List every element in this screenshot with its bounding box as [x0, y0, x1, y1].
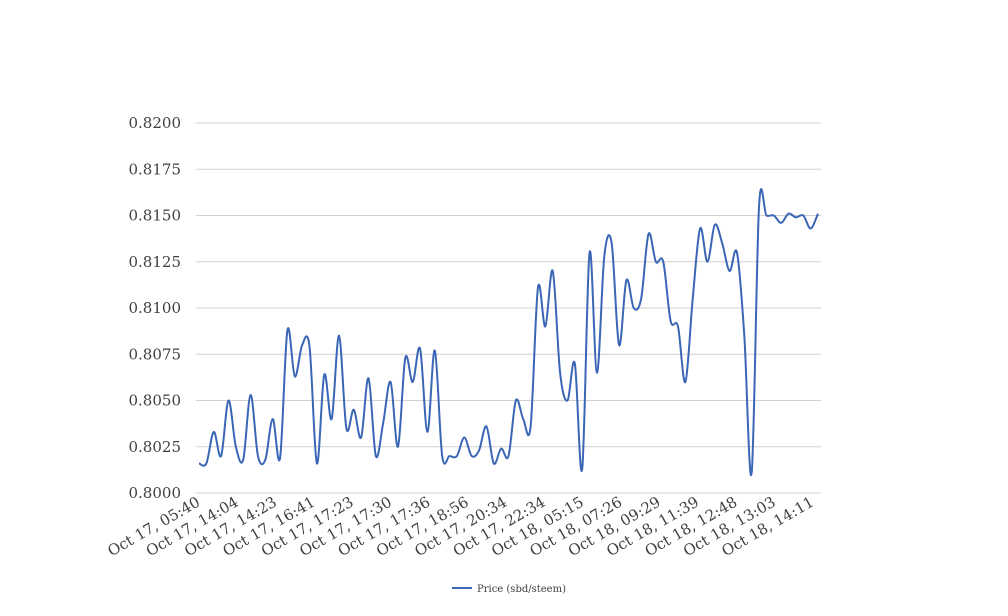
series-line	[198, 188, 819, 477]
legend-label: Price (sbd/steem)	[477, 584, 566, 595]
y-tick-label: 0.8100	[129, 299, 182, 317]
y-tick-label: 0.8050	[129, 392, 182, 410]
gridlines	[196, 122, 821, 494]
y-tick-label: 0.8150	[129, 207, 182, 225]
y-tick-label: 0.8175	[129, 160, 182, 178]
y-tick-label: 0.8075	[129, 345, 182, 363]
y-tick-label: 0.8125	[129, 253, 182, 271]
legend: Price (sbd/steem)	[452, 584, 566, 595]
y-tick-label: 0.8200	[129, 114, 182, 132]
y-axis-ticks: 0.8000 0.8025 0.8050 0.8075 0.8100 0.8125 0.81…	[129, 114, 182, 502]
series-layer	[198, 188, 819, 477]
y-tick-label: 0.8025	[129, 438, 182, 456]
y-tick-label: 0.8000	[129, 484, 182, 502]
